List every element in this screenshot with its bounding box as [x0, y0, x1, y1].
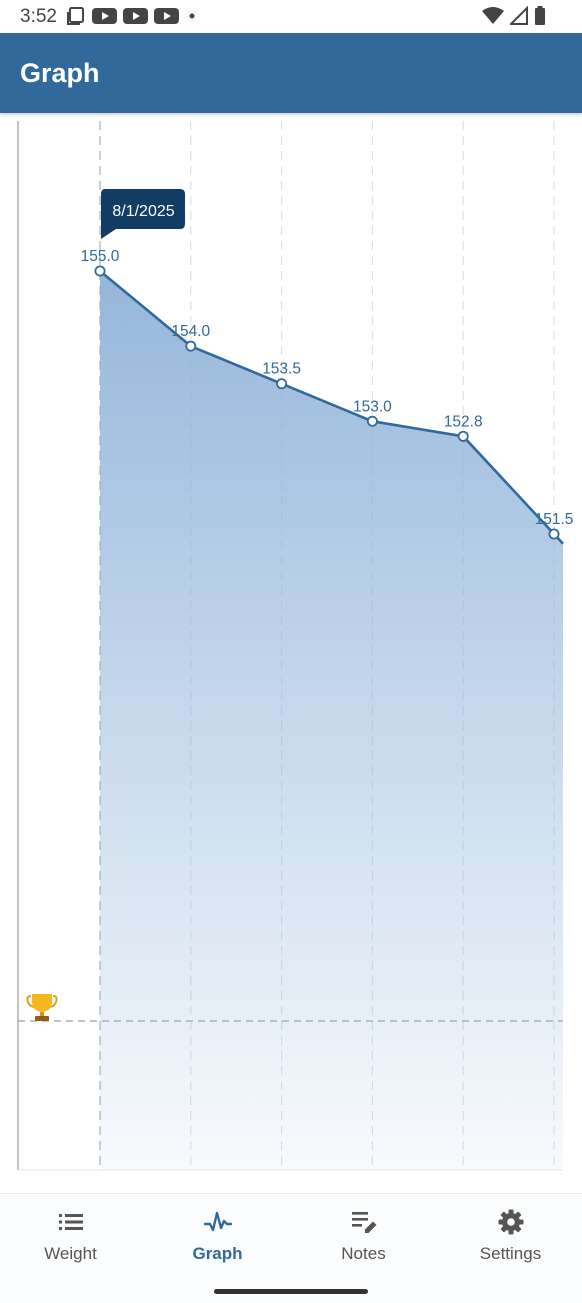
data-label: 154.0	[171, 323, 210, 340]
nav-item-graph[interactable]: Graph	[145, 1194, 290, 1284]
area-fill	[100, 271, 563, 1170]
nav-label-weight: Weight	[44, 1244, 97, 1263]
data-point[interactable]	[548, 528, 560, 540]
battery-icon	[535, 6, 545, 25]
data-point[interactable]	[457, 430, 469, 442]
data-point[interactable]	[185, 340, 197, 352]
status-bar: 3:52	[0, 0, 582, 33]
youtube-icon	[123, 8, 148, 24]
tooltip-text: 8/1/2025	[112, 203, 174, 220]
date-tooltip: 8/1/2025	[101, 189, 185, 239]
data-point[interactable]	[276, 378, 288, 390]
wifi-icon	[482, 7, 504, 24]
nav-label-notes: Notes	[341, 1244, 386, 1263]
youtube-icon	[92, 8, 117, 24]
data-point[interactable]	[94, 265, 106, 277]
data-label: 153.5	[262, 361, 301, 378]
data-point[interactable]	[366, 415, 378, 427]
notes-edit-icon	[351, 1212, 376, 1233]
dot-icon	[189, 13, 195, 19]
data-label: 155.0	[81, 248, 120, 265]
screenshot-icon	[67, 7, 84, 25]
graph-icon	[203, 1211, 232, 1232]
page-title: Graph	[20, 58, 100, 88]
list-icon	[58, 1214, 83, 1230]
trophy-icon	[26, 994, 58, 1021]
data-label: 152.8	[444, 413, 483, 430]
youtube-icon	[154, 8, 179, 24]
home-indicator[interactable]	[214, 1289, 368, 1294]
chart-svg[interactable]: 155.0 154.0 153.5 153.0 152.8 151.5 8/1/2025	[0, 113, 582, 1193]
weight-chart[interactable]: 155.0 154.0 153.5 153.0 152.8 151.5 8/1/2025	[0, 113, 582, 1193]
data-label: 151.5	[535, 511, 574, 528]
bottom-navigation: Weight Graph Notes	[0, 1193, 582, 1303]
data-label: 153.0	[353, 398, 392, 415]
nav-item-weight[interactable]: Weight	[0, 1194, 143, 1284]
nav-label-settings: Settings	[479, 1244, 542, 1263]
gear-icon	[498, 1209, 523, 1235]
nav-label-graph: Graph	[192, 1244, 243, 1263]
system-icons	[482, 6, 546, 26]
nav-item-notes[interactable]: Notes	[291, 1194, 436, 1284]
notification-icons	[66, 6, 199, 26]
app-bar: Graph	[0, 33, 582, 113]
nav-item-settings[interactable]: Settings	[438, 1194, 582, 1284]
status-time: 3:52	[20, 6, 57, 27]
signal-icon	[510, 6, 528, 25]
